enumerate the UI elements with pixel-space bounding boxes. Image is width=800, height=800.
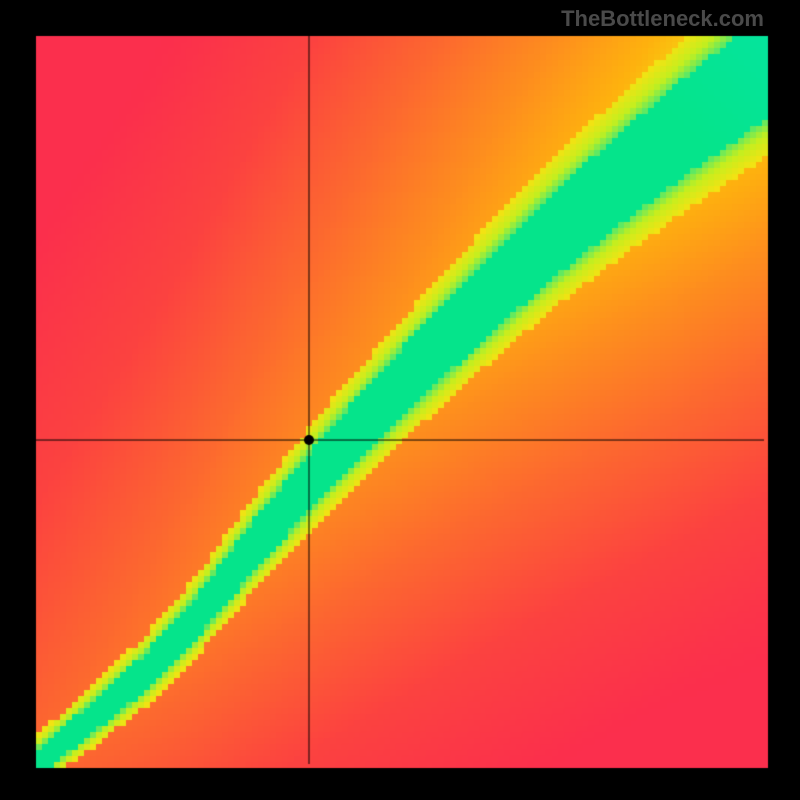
watermark-text: TheBottleneck.com [561,6,764,32]
chart-container: { "canvas": { "width": 800, "height": 80… [0,0,800,800]
bottleneck-heatmap [0,0,800,800]
